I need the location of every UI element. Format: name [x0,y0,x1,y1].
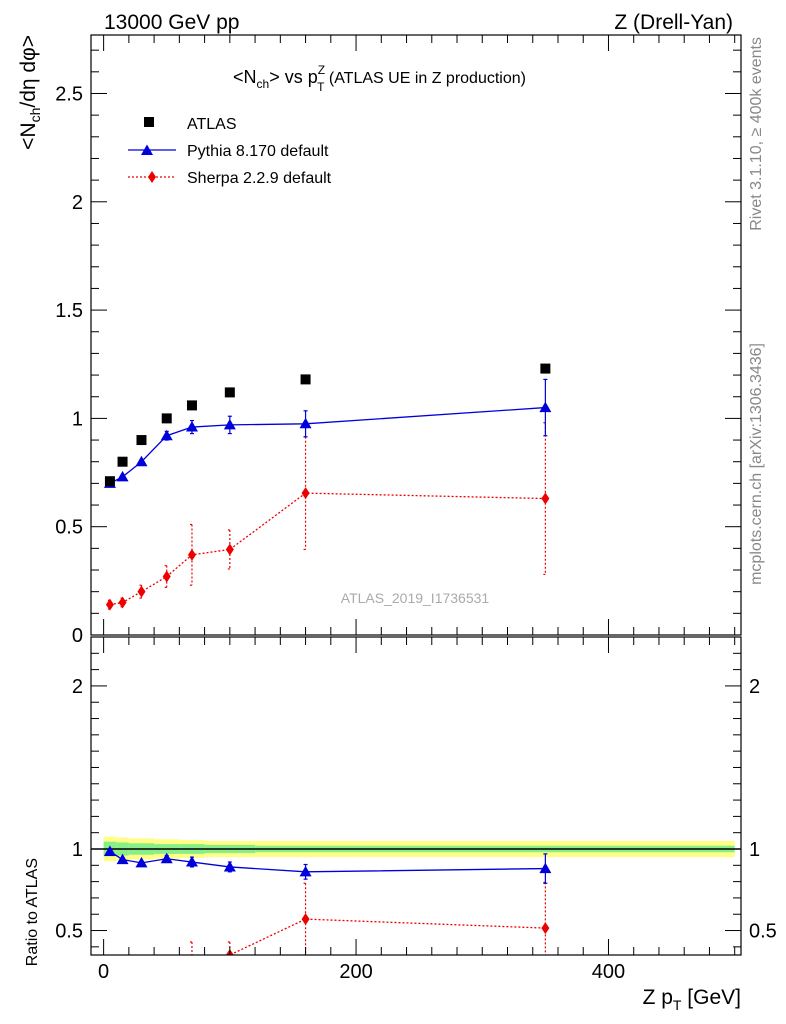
legend-sherpa-marker [148,171,156,183]
main-y-tick-label: 0.5 [55,517,83,539]
pythia-point [223,418,236,430]
chart-title: <Nch> vs pZ T (ATLAS UE in Z production) [233,63,526,94]
ratio-pythia-point [299,865,312,877]
legend-pythia-label: Pythia 8.170 default [187,143,329,160]
sherpa-point [137,585,146,598]
ratio-y-tick-label-right: 0.5 [749,921,777,943]
atlas-point [300,374,311,385]
ratio-plot-area [103,845,552,987]
main-y-tick-label: 1 [72,408,83,430]
pythia-point [116,470,129,482]
ratio-sherpa-point [301,913,310,926]
ratio-sherpa-point [137,970,145,982]
sherpa-point [541,492,550,505]
ratio-sherpa-line [226,918,546,955]
ratio-pythia-point [103,845,116,856]
atlas-point [136,435,147,446]
ratio-sherpa-point [119,975,127,987]
main-series-markers [103,363,552,611]
atlas-point [186,400,197,411]
pythia-point [160,429,173,441]
atlas-point [117,456,128,467]
main-y-axis-label: <Nch/dη dφ> [17,35,43,150]
ratio-sherpa-point [163,962,171,974]
ratio-pythia-point [539,862,552,874]
x-axis-label: Z pT [GeV] [643,986,741,1013]
pythia-point [135,455,148,467]
rivet-version-label: Rivet 3.1.10, ≥ 400k events [748,37,765,231]
sherpa-point [301,487,310,500]
header-left: 13000 GeV pp [104,11,239,34]
pythia-point [539,401,552,413]
atlas-point [224,387,235,398]
ratio-pythia-point [116,853,129,865]
main-y-tick-label: 0 [72,625,83,647]
ratio-pythia-point [160,852,173,864]
sherpa-point [187,548,196,561]
ratio-sherpa-point [188,957,196,969]
sherpa-line [109,492,546,606]
pythia-line [109,406,546,484]
sherpa-point [225,543,234,556]
analysis-watermark: ATLAS_2019_I1736531 [341,590,490,606]
ratio-uncertainty-band [91,836,741,862]
legend-atlas-marker [144,117,154,127]
legend-atlas-label: ATLAS [187,116,237,133]
pythia-point [299,417,312,429]
sherpa-point [162,570,171,583]
sherpa-point [118,596,127,609]
pythia-point [185,421,198,432]
ratio-pythia-point [223,860,236,872]
ratio-pythia-point [185,856,198,867]
x-tick-label: 0 [98,961,109,983]
legend-sherpa-label: Sherpa 2.2.9 default [187,170,332,187]
ratio-y-axis-label: Ratio to ATLAS [24,858,41,966]
main-y-tick-label: 2.5 [55,83,83,105]
ratio-y-tick-label: 1 [72,839,83,861]
axes: 0 0.5 1 1.5 2 2.5 0 200 400 0.5 0.5 1 1 2 2 [55,34,777,983]
ratio-pythia-point [135,856,148,868]
x-tick-label: 200 [339,961,372,983]
main-plot-frame [90,34,742,636]
ratio-y-tick-label: 2 [72,676,83,698]
sherpa-point [105,598,114,611]
main-y-tick-label: 1.5 [55,300,83,322]
ratio-y-tick-label-right: 1 [749,839,760,861]
atlas-point [161,413,172,424]
ratio-plot-frame [90,636,742,956]
x-tick-label: 400 [592,961,625,983]
atlas-point [540,363,551,374]
header-right: Z (Drell-Yan) [614,11,733,34]
ratio-y-tick-label-right: 2 [749,676,760,698]
mcplots-label: mcplots.cern.ch [arXiv:1306.3436] [748,343,765,585]
main-y-tick-label: 2 [72,192,83,214]
ratio-sherpa-point [541,922,550,935]
legend-pythia-marker [141,144,153,155]
ratio-y-tick-label: 0.5 [55,921,83,943]
atlas-point [104,476,115,487]
